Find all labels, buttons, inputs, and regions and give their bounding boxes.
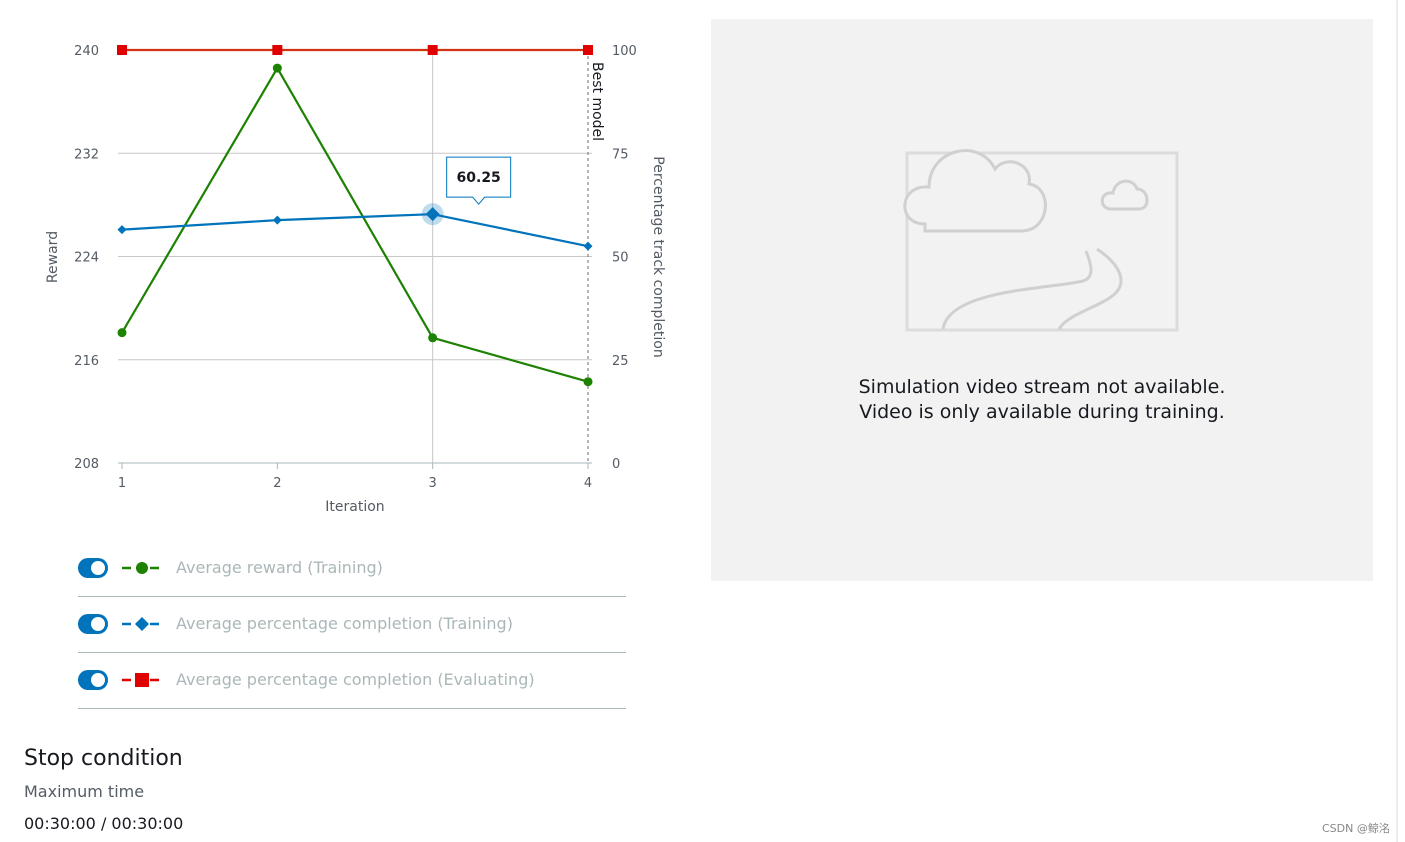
toggle-knob bbox=[91, 673, 105, 687]
chart-legend: Average reward (Training) Average percen… bbox=[78, 541, 626, 709]
y-right-tick-label: 75 bbox=[612, 147, 629, 162]
y-right-tick-label: 100 bbox=[612, 44, 637, 59]
data-point-square bbox=[117, 45, 127, 55]
tooltip-value: 60.25 bbox=[457, 170, 501, 186]
y-right-tick-label: 50 bbox=[612, 251, 629, 266]
y-left-axis-title: Reward bbox=[45, 231, 61, 283]
y-left-tick-label: 216 bbox=[74, 354, 99, 369]
y-right-tick-label: 0 bbox=[612, 457, 620, 472]
y-left-tick-label: 208 bbox=[74, 457, 99, 472]
toggle-completion-evaluating[interactable] bbox=[78, 670, 108, 690]
toggle-knob bbox=[91, 617, 105, 631]
data-point-circle bbox=[583, 377, 593, 387]
data-point-diamond bbox=[272, 215, 282, 225]
watermark: CSDN @鲸洺 bbox=[1322, 822, 1390, 835]
y-left-tick-label: 224 bbox=[74, 251, 99, 266]
x-tick-label: 2 bbox=[273, 476, 281, 491]
data-point-diamond bbox=[583, 241, 593, 251]
data-point-diamond bbox=[425, 207, 440, 222]
data-point-circle bbox=[117, 328, 127, 338]
y-left-tick-label: 232 bbox=[74, 147, 99, 162]
y-right-axis-title: Percentage track completion bbox=[650, 156, 666, 357]
x-tick-label: 4 bbox=[584, 476, 592, 491]
stop-condition-title: Stop condition bbox=[24, 746, 183, 771]
training-chart: 208 216 224 232 240 0 25 50 75 100 1 2 3 4 Iteration Re… bbox=[0, 0, 690, 530]
legend-label-completion-evaluating: Average percentage completion (Evaluatin… bbox=[176, 670, 535, 689]
chart-svg: 208 216 224 232 240 0 25 50 75 100 1 2 3 4 Iteration Re… bbox=[45, 44, 666, 515]
y-left-tick-label: 240 bbox=[74, 44, 99, 59]
scrollbar-track[interactable] bbox=[1396, 0, 1398, 842]
data-point-square bbox=[583, 45, 593, 55]
legend-label-reward-training: Average reward (Training) bbox=[176, 558, 383, 577]
video-message-line2: Video is only available during training. bbox=[859, 401, 1225, 423]
toggle-completion-training[interactable] bbox=[78, 614, 108, 634]
y-right-tick-label: 25 bbox=[612, 354, 629, 369]
legend-row-completion-training: Average percentage completion (Training) bbox=[78, 597, 626, 653]
square-marker-icon bbox=[122, 673, 162, 687]
circle-marker-icon bbox=[122, 562, 162, 574]
x-tick-label: 1 bbox=[118, 476, 126, 491]
series-line-1 bbox=[121, 213, 589, 248]
video-unavailable-message: Simulation video stream not available. V… bbox=[711, 375, 1373, 425]
best-model-label: Best model bbox=[589, 62, 605, 141]
legend-row-reward-training: Average reward (Training) bbox=[78, 541, 626, 597]
data-point-diamond bbox=[117, 225, 127, 235]
x-axis-title: Iteration bbox=[325, 499, 384, 515]
series-line-0 bbox=[121, 65, 589, 383]
video-message-line1: Simulation video stream not available. bbox=[858, 376, 1226, 398]
legend-row-completion-evaluating: Average percentage completion (Evaluatin… bbox=[78, 653, 626, 709]
data-point-circle bbox=[428, 333, 438, 343]
x-tick-label: 3 bbox=[429, 476, 437, 491]
diamond-marker-icon bbox=[122, 617, 162, 631]
toggle-knob bbox=[91, 561, 105, 575]
legend-label-completion-training: Average percentage completion (Training) bbox=[176, 614, 513, 633]
simulation-video-panel: Simulation video stream not available. V… bbox=[711, 19, 1373, 581]
stop-condition-label: Maximum time bbox=[24, 782, 145, 801]
data-point-circle bbox=[272, 63, 282, 73]
data-point-square bbox=[272, 45, 283, 55]
tooltip-box bbox=[446, 156, 512, 205]
data-point-square bbox=[427, 45, 438, 55]
stop-condition-value: 00:30:00 / 00:30:00 bbox=[24, 814, 184, 833]
image-placeholder-icon bbox=[903, 149, 1179, 332]
toggle-reward-training[interactable] bbox=[78, 558, 108, 578]
